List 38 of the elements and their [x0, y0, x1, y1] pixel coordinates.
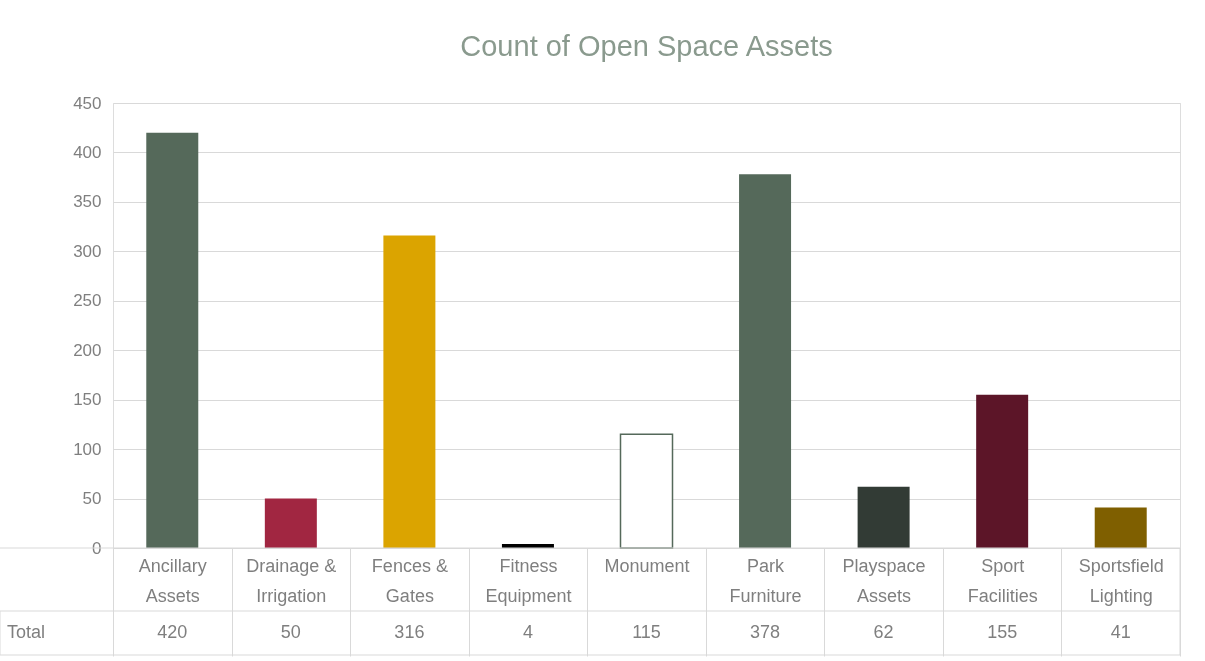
y-tick-label: 200 — [73, 340, 102, 360]
data-label: 155 — [987, 622, 1018, 642]
x-tick-label: Fitness Equipment — [485, 555, 572, 606]
data-label: 420 — [157, 622, 188, 642]
bar — [739, 174, 792, 548]
y-tick-label: 250 — [73, 291, 102, 311]
x-tick-label: Ancillary Assets — [138, 555, 207, 606]
chart-title: Count of Open Space Assets — [460, 30, 833, 62]
data-label: 41 — [1110, 622, 1131, 642]
bar — [383, 235, 436, 548]
data-label: 316 — [394, 622, 425, 642]
y-tick-label: 450 — [73, 93, 102, 113]
bar — [619, 433, 674, 549]
data-label: 4 — [522, 622, 533, 642]
y-tick-label: 50 — [82, 489, 102, 509]
y-tick-label: 350 — [73, 192, 102, 212]
x-tick-label: Fences & Gates — [371, 555, 448, 606]
text: Total — [7, 622, 46, 642]
y-tick-label: 0 — [92, 538, 102, 558]
y-tick-label: 100 — [73, 439, 102, 459]
data-label: 62 — [873, 622, 894, 642]
bar — [857, 486, 910, 548]
bar — [976, 394, 1029, 548]
data-label: 115 — [632, 622, 661, 642]
y-tick-label: 400 — [73, 142, 102, 162]
x-tick-label: Sportsfield Lighting — [1078, 555, 1164, 606]
x-tick-label: Playspace Assets — [842, 555, 926, 606]
x-tick-label: Drainage & Irrigation — [246, 555, 337, 606]
bar — [1094, 507, 1147, 548]
data-label: 378 — [750, 622, 781, 642]
x-tick-label: Sport Facilities — [967, 555, 1038, 606]
y-tick-label: 300 — [73, 241, 102, 261]
bar — [264, 498, 317, 548]
bar — [146, 132, 199, 548]
x-tick-label: Monument — [604, 555, 690, 576]
x-tick-label: Park Furniture — [729, 555, 802, 606]
y-tick-label: 150 — [73, 390, 102, 410]
data-label: 50 — [280, 622, 301, 642]
